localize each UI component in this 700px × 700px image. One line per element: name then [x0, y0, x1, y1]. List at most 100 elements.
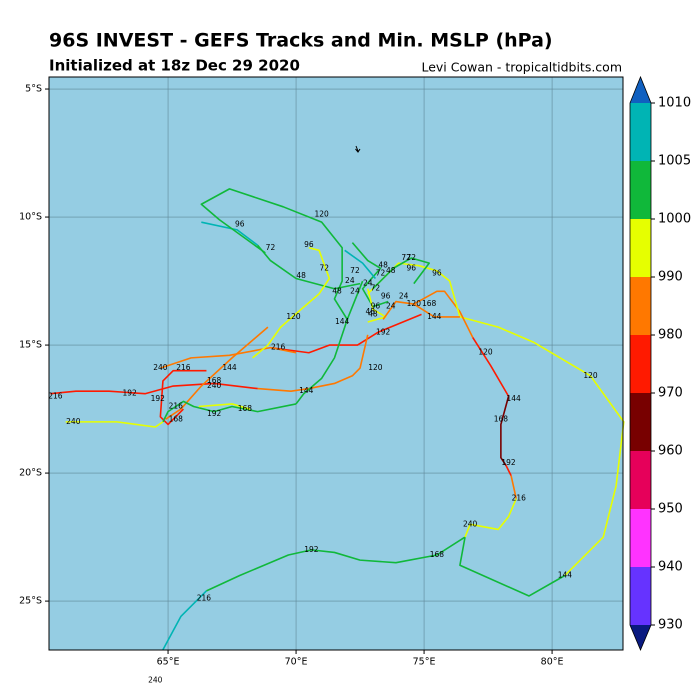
hour-label: 120 [368, 363, 383, 372]
y-tick-label: 20°S [19, 468, 42, 479]
track [50, 382, 258, 395]
colorbar-band [630, 509, 651, 567]
hour-label: 216 [512, 494, 527, 503]
track [160, 346, 297, 369]
track [252, 246, 331, 359]
track [459, 536, 566, 597]
y-tick-label: 5°S [25, 84, 42, 95]
plot-area: 65°E 70°E 75°E 80°E 5°S 10°S 15°S 20°S 25°S [19, 76, 625, 668]
hour-label: 240 [148, 675, 163, 684]
colorbar-label: 1010 [658, 96, 691, 111]
colorbar-label: 1005 [658, 154, 691, 169]
hour-label: 72 [319, 263, 329, 272]
colorbar-label: 1000 [658, 212, 691, 227]
hour-label: 24 [399, 291, 409, 300]
hour-label: 168 [207, 376, 222, 385]
hour-label: 48 [296, 271, 306, 280]
hour-label: 96 [235, 220, 245, 229]
track [413, 290, 474, 338]
hour-label: 168 [422, 299, 437, 308]
track [505, 465, 512, 476]
hour-label: 240 [463, 519, 478, 528]
hour-label: 216 [169, 402, 184, 411]
y-tick-label: 25°S [19, 596, 42, 607]
track [200, 188, 348, 320]
colorbar-label: 970 [658, 386, 683, 401]
track [510, 475, 518, 499]
hour-label: 168 [238, 404, 253, 413]
track [464, 498, 517, 538]
track [162, 400, 297, 423]
track [459, 316, 625, 577]
hour-label: 72 [371, 284, 381, 293]
hour-label: 192 [376, 327, 391, 336]
colorbar: 930 940 950 960 970 980 990 1000 1005 1010 [629, 75, 691, 652]
colorbar-label: 950 [658, 502, 683, 517]
hour-label: 24 [363, 279, 373, 288]
colorbar-over [630, 77, 651, 103]
hour-label: 72 [376, 268, 386, 277]
hour-label: 120 [314, 209, 329, 218]
hour-label: 216 [48, 391, 63, 400]
track [500, 396, 510, 466]
hour-label: 216 [176, 363, 191, 372]
hour-label: 24 [345, 276, 355, 285]
track [257, 244, 361, 290]
hour-label: 144 [335, 317, 350, 326]
title: 96S INVEST - GEFS Tracks and Min. MSLP (… [49, 30, 553, 52]
hour-label: 120 [407, 299, 422, 308]
track [270, 313, 422, 354]
hour-label: 48 [366, 307, 376, 316]
hour-label: 72 [266, 243, 276, 252]
colorbar-band [630, 277, 651, 335]
hour-label: 144 [558, 570, 573, 579]
hour-label: 240 [66, 417, 81, 426]
track [162, 590, 208, 651]
colorbar-band [630, 219, 651, 277]
hour-label: 24 [350, 286, 360, 295]
colorbar-band [630, 161, 651, 219]
hour-label: 48 [378, 261, 388, 270]
y-tick-label: 10°S [19, 212, 42, 223]
track [295, 280, 364, 405]
hour-label: 168 [494, 414, 509, 423]
track [165, 326, 269, 420]
credit: Levi Cowan - tropicaltidbits.com [421, 60, 622, 75]
hour-label: 192 [501, 458, 516, 467]
hour-label: 216 [197, 594, 212, 603]
colorbar-band [630, 451, 651, 509]
hour-label: 96 [371, 302, 381, 311]
hour-label: 144 [222, 363, 237, 372]
colorbar-band [630, 393, 651, 451]
hour-label: 72 [406, 253, 416, 262]
hour-label: 168 [430, 550, 445, 559]
track [201, 221, 259, 246]
hour-label: 192 [151, 394, 166, 403]
x-tick-label: 80°E [541, 657, 564, 668]
track [198, 403, 251, 410]
colorbar-label: 940 [658, 560, 683, 575]
hour-label: 216 [271, 343, 286, 352]
hour-label: 24 [386, 302, 396, 311]
colorbar-label: 930 [658, 618, 683, 633]
track [344, 249, 377, 280]
x-tick-label: 70°E [285, 657, 308, 668]
track [257, 334, 369, 392]
hour-label: 240 [207, 381, 222, 390]
colorbar-label: 980 [658, 328, 683, 343]
colorbar-band [630, 103, 651, 161]
hour-label: 96 [381, 291, 391, 300]
y-tick-label: 15°S [19, 340, 42, 351]
hour-label: 120 [583, 371, 598, 380]
track [206, 536, 466, 592]
hour-label: 48 [386, 266, 396, 275]
colorbar-label: 990 [658, 270, 683, 285]
track [372, 257, 430, 290]
hour-label: 48 [332, 286, 342, 295]
track [159, 369, 207, 426]
map-frame [48, 76, 624, 651]
track [65, 421, 164, 428]
track [472, 336, 510, 397]
track [351, 242, 389, 308]
